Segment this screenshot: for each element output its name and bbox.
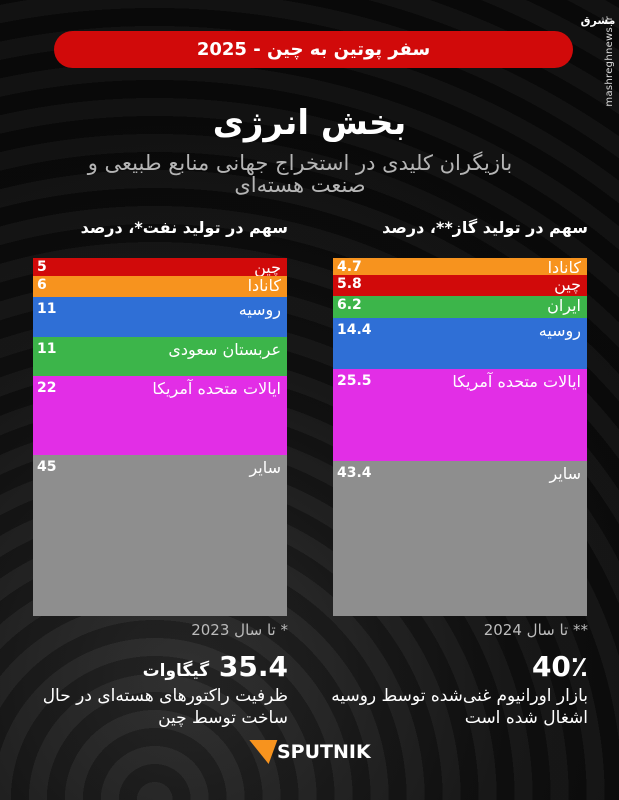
segment-value: 11 — [37, 301, 57, 318]
bar-segment: سایر 43.4 — [333, 460, 587, 616]
gas-stacked-bar: کانادا 4.7 چین 5.8 ایران 6.2 روسیه 14.4 ایالات م… — [333, 258, 587, 616]
bar-segment: کانادا 6 — [33, 275, 287, 298]
gas-footnote: ** تا سال 2024 — [483, 621, 588, 639]
bar-segment: ایران 6.2 — [333, 295, 587, 318]
segment-label: ایالات متحده آمریکا — [452, 372, 581, 392]
reactor-unit: گیگاوات — [142, 661, 210, 681]
oil-chart-title: سهم در تولید نفت*، درصد — [80, 218, 288, 237]
segment-label: عربستان سعودی — [168, 339, 281, 359]
bar-segment: کانادا 4.7 — [333, 258, 587, 277]
segment-value: 14.4 — [337, 321, 372, 338]
segment-label: چین — [254, 258, 281, 277]
segment-value: 6 — [37, 276, 47, 293]
oil-footnote: * تا سال 2023 — [191, 621, 288, 639]
segment-value: 4.7 — [337, 259, 362, 275]
segment-value: 6.2 — [337, 296, 362, 313]
segment-value: 45 — [37, 458, 57, 475]
bar-segment: چین 5.8 — [333, 274, 587, 296]
page-title: بخش انرژی — [212, 103, 407, 143]
segment-label: کانادا — [547, 258, 581, 277]
segment-label: روسیه — [538, 320, 581, 340]
uranium-stat: 40٪ — [531, 650, 588, 683]
logo: مشرق — [580, 14, 616, 27]
bar-segment: عربستان سعودی 11 — [33, 336, 287, 377]
reactor-stat: 35.4 گیگاوات — [30, 650, 288, 683]
segment-label: ایالات متحده آمریکا — [152, 379, 281, 399]
segment-value: 5.8 — [337, 275, 362, 292]
site-watermark: mashreghnews.ir — [604, 16, 615, 107]
segment-value: 25.5 — [337, 373, 372, 390]
segment-label: چین — [554, 274, 581, 294]
reactor-desc: ظرفیت راکتورهای هسته‌ای در حال ساخت توسط… — [42, 686, 288, 728]
bar-segment: سایر 45 — [33, 454, 287, 616]
reactor-value: 35.4 — [218, 650, 288, 683]
segment-value: 5 — [37, 259, 47, 275]
segment-value: 43.4 — [337, 464, 372, 481]
segment-value: 22 — [37, 380, 57, 397]
subtitle: بازیگران کلیدی در استخراج جهانی منابع طب… — [87, 151, 513, 197]
gas-chart-title: سهم در تولید گاز**، درصد — [382, 218, 588, 237]
segment-value: 11 — [37, 340, 57, 357]
segment-label: روسیه — [238, 300, 281, 320]
segment-label: سایر — [549, 463, 581, 483]
uranium-desc: بازار اورانیوم غنی‌شده توسط روسیه اشغال … — [331, 686, 588, 728]
bar-segment: روسیه 11 — [33, 297, 287, 337]
segment-label: کانادا — [247, 275, 281, 295]
segment-label: سایر — [249, 457, 281, 477]
banner: سفر پوتین به چین - 2025 — [54, 31, 573, 68]
brand-text: SPUTNIK — [277, 741, 371, 763]
bar-segment: چین 5 — [33, 258, 287, 277]
segment-label: ایران — [547, 295, 581, 315]
bar-segment: ایالات متحده آمریکا 25.5 — [333, 369, 587, 461]
sputnik-logo: SPUTNIK — [240, 740, 371, 764]
oil-stacked-bar: چین 5 کانادا 6 روسیه 11 عربستان سعودی 11 ایالات … — [33, 258, 287, 616]
bar-segment: ایالات متحده آمریکا 22 — [33, 376, 287, 455]
sputnik-triangle-icon — [240, 740, 278, 764]
bar-segment: روسیه 14.4 — [333, 317, 587, 370]
